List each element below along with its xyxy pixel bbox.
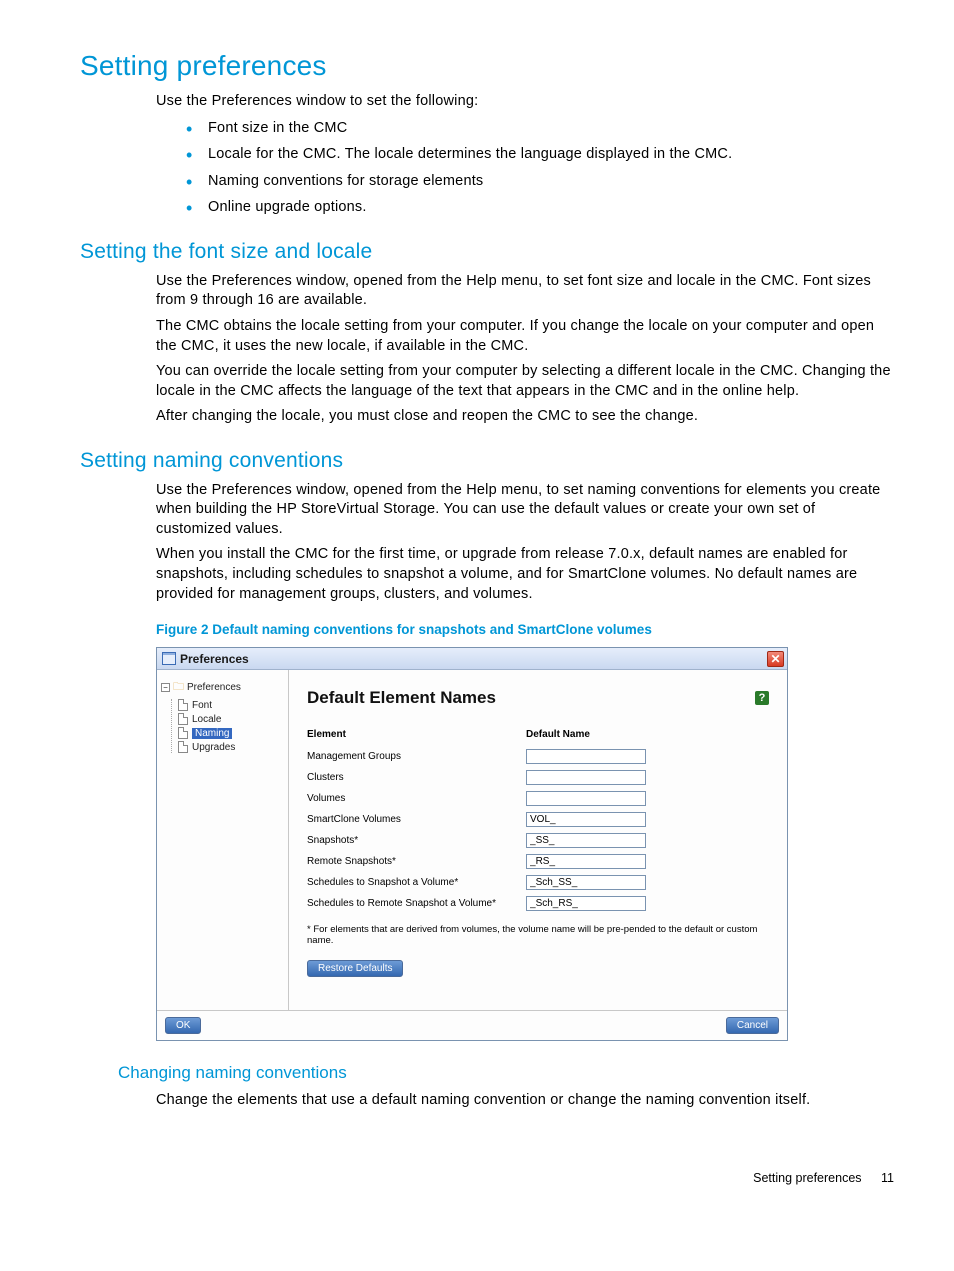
collapse-icon[interactable]: − — [161, 683, 170, 692]
tree-root[interactable]: − 🗀 Preferences — [161, 678, 284, 697]
table-row: Management Groups — [307, 746, 676, 767]
default-name-input[interactable] — [526, 770, 646, 785]
dialog-title: Preferences — [180, 652, 249, 666]
default-name-input[interactable] — [526, 854, 646, 869]
body-text: When you install the CMC for the first t… — [156, 545, 894, 604]
ok-button[interactable]: OK — [165, 1017, 201, 1034]
default-name-input[interactable] — [526, 749, 646, 764]
table-footnote: * For elements that are derived from vol… — [307, 924, 769, 946]
body-text: Use the Preferences window, opened from … — [156, 481, 894, 540]
default-name-input[interactable] — [526, 791, 646, 806]
window-icon — [162, 652, 176, 665]
close-icon: ✕ — [770, 653, 780, 665]
table-row: Schedules to Snapshot a Volume* — [307, 872, 676, 893]
row-label: Management Groups — [307, 746, 526, 767]
default-name-input[interactable] — [526, 896, 646, 911]
dialog-footer: OK Cancel — [157, 1010, 787, 1040]
bullet-item: Online upgrade options. — [186, 198, 894, 218]
section-title-font: Setting the font size and locale — [80, 240, 894, 264]
table-row: SmartClone Volumes — [307, 809, 676, 830]
default-name-input[interactable] — [526, 833, 646, 848]
row-label: Schedules to Snapshot a Volume* — [307, 872, 526, 893]
row-label: SmartClone Volumes — [307, 809, 526, 830]
close-button[interactable]: ✕ — [767, 651, 784, 667]
page-number: 11 — [881, 1171, 894, 1185]
folder-icon: 🗀 — [173, 678, 184, 697]
row-label: Remote Snapshots* — [307, 851, 526, 872]
page-title: Setting preferences — [80, 50, 894, 82]
footer-title: Setting preferences — [753, 1171, 861, 1185]
page-footer: Setting preferences 11 — [80, 1171, 894, 1185]
column-header-default: Default Name — [526, 726, 676, 746]
tree-item-label: Upgrades — [192, 742, 235, 753]
tree-item-label: Naming — [192, 728, 232, 739]
body-text: After changing the locale, you must clos… — [156, 407, 894, 427]
dialog-titlebar: Preferences ✕ — [157, 648, 787, 670]
body-text: You can override the locale setting from… — [156, 362, 894, 401]
tree-item-locale[interactable]: Locale — [178, 713, 284, 725]
tree-item-font[interactable]: Font — [178, 699, 284, 711]
body-text: The CMC obtains the locale setting from … — [156, 317, 894, 356]
help-icon[interactable]: ? — [755, 691, 769, 705]
row-label: Snapshots* — [307, 830, 526, 851]
intro-bullets: Font size in the CMC Locale for the CMC.… — [186, 119, 894, 218]
tree-root-label: Preferences — [187, 682, 241, 693]
default-names-table: Element Default Name Management Groups C… — [307, 726, 676, 914]
column-header-element: Element — [307, 726, 526, 746]
sub-section-title: Changing naming conventions — [118, 1063, 894, 1083]
tree-item-naming[interactable]: Naming — [178, 727, 284, 739]
row-label: Clusters — [307, 767, 526, 788]
intro-text: Use the Preferences window to set the fo… — [156, 92, 894, 112]
tree-item-upgrades[interactable]: Upgrades — [178, 741, 284, 753]
dialog-main-panel: Default Element Names ? Element Default … — [289, 670, 787, 1010]
restore-defaults-button[interactable]: Restore Defaults — [307, 960, 403, 977]
default-name-input[interactable] — [526, 875, 646, 890]
default-name-input[interactable] — [526, 812, 646, 827]
cancel-button[interactable]: Cancel — [726, 1017, 779, 1034]
row-label: Schedules to Remote Snapshot a Volume* — [307, 893, 526, 914]
table-row: Clusters — [307, 767, 676, 788]
table-row: Volumes — [307, 788, 676, 809]
bullet-item: Font size in the CMC — [186, 119, 894, 139]
file-icon — [178, 741, 188, 753]
file-icon — [178, 699, 188, 711]
row-label: Volumes — [307, 788, 526, 809]
section-title-naming: Setting naming conventions — [80, 449, 894, 473]
table-row: Snapshots* — [307, 830, 676, 851]
body-text: Use the Preferences window, opened from … — [156, 272, 894, 311]
tree-item-label: Locale — [192, 714, 221, 725]
bullet-item: Naming conventions for storage elements — [186, 172, 894, 192]
table-row: Remote Snapshots* — [307, 851, 676, 872]
file-icon — [178, 713, 188, 725]
table-row: Schedules to Remote Snapshot a Volume* — [307, 893, 676, 914]
panel-heading: Default Element Names — [307, 688, 496, 708]
bullet-item: Locale for the CMC. The locale determine… — [186, 145, 894, 165]
file-icon — [178, 727, 188, 739]
tree-item-label: Font — [192, 700, 212, 711]
preferences-dialog: Preferences ✕ − 🗀 Preferences Font — [156, 647, 788, 1041]
body-text: Change the elements that use a default n… — [156, 1091, 894, 1111]
figure-caption: Figure 2 Default naming conventions for … — [156, 622, 894, 637]
nav-tree: − 🗀 Preferences Font Locale Nam — [157, 670, 289, 1010]
